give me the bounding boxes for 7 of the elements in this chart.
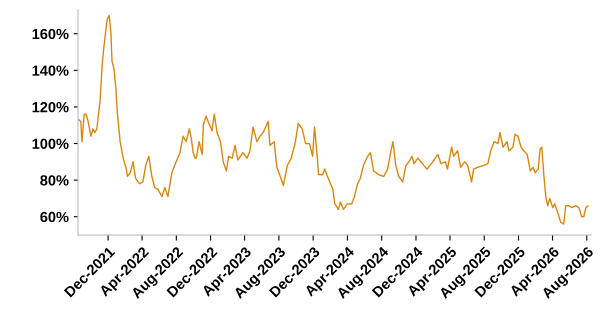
- y-tick-label: 60%: [40, 212, 69, 222]
- y-tick-label: 140%: [32, 65, 69, 76]
- y-tick-label: 100%: [32, 138, 69, 149]
- y-tick-label: 120%: [32, 102, 69, 112]
- y-tick-label: 160%: [32, 28, 69, 40]
- y-tick-label: 80%: [40, 175, 69, 186]
- line-series: [78, 14, 589, 225]
